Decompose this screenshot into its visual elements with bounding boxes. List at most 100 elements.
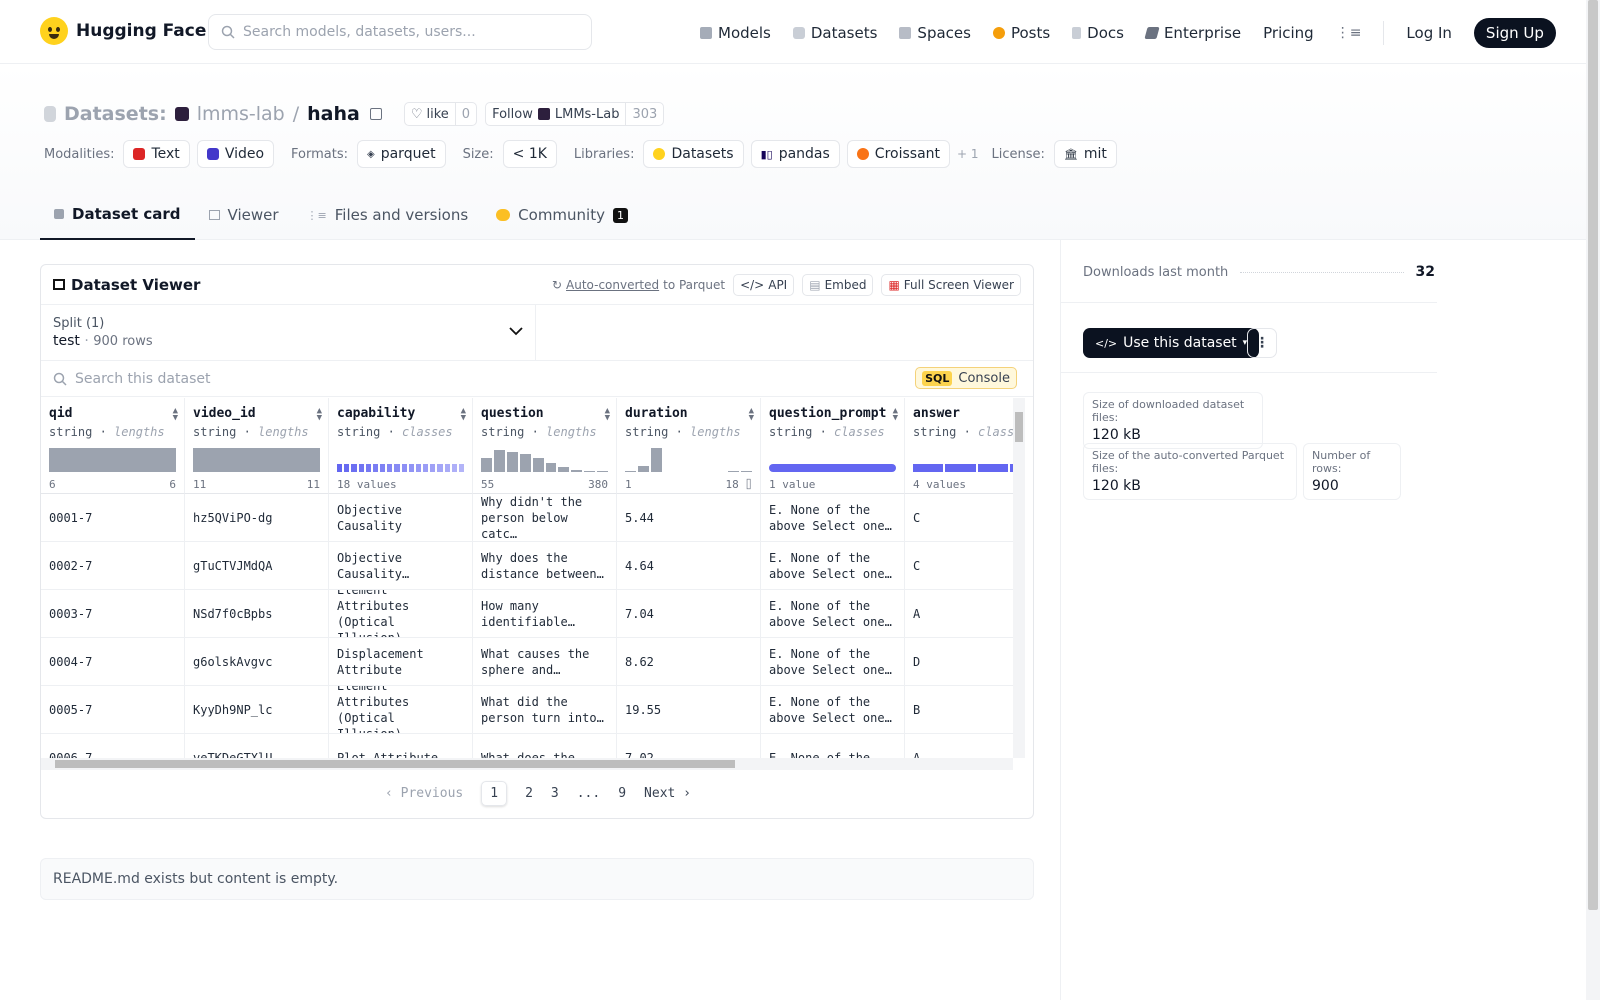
table-cell[interactable]: 8.62 xyxy=(617,638,761,686)
tag-text[interactable]: Text xyxy=(123,140,190,168)
page-1-button[interactable]: 1 xyxy=(481,780,508,806)
nav-enterprise[interactable]: Enterprise xyxy=(1144,24,1241,42)
table-cell[interactable]: B xyxy=(905,686,1013,734)
brand-logo[interactable]: Hugging Face xyxy=(40,17,206,45)
table-cell[interactable]: KyyDh9NP_lc xyxy=(185,686,329,734)
libraries-more[interactable]: + 1 xyxy=(957,147,979,161)
nav-posts[interactable]: Posts xyxy=(992,24,1050,42)
sort-icon[interactable]: ▲ ▼ xyxy=(316,406,322,423)
tag-croissant[interactable]: Croissant xyxy=(846,140,951,168)
page-scrollbar[interactable] xyxy=(1586,0,1600,1000)
menu-icon[interactable]: ⋮≡ xyxy=(1335,25,1362,41)
tab-viewer[interactable]: Viewer xyxy=(195,190,293,240)
datasets-section-link[interactable]: Datasets: xyxy=(64,103,167,125)
nav-spaces[interactable]: Spaces xyxy=(899,24,971,42)
column-header-question[interactable]: question string · lengths 55 380 ▲ ▼ xyxy=(473,398,617,494)
table-cell[interactable]: 0004-7 xyxy=(41,638,185,686)
table-cell[interactable]: What did the person turn into… xyxy=(473,686,617,734)
tag-pandas[interactable]: ▮▯ pandas xyxy=(750,140,840,168)
login-link[interactable]: Log In xyxy=(1406,24,1452,42)
sql-console-button[interactable]: SQL Console xyxy=(915,367,1017,389)
table-cell[interactable]: E. None of the above Select one… xyxy=(761,686,905,734)
nav-datasets[interactable]: Datasets xyxy=(792,24,877,42)
sort-icon[interactable]: ▲ ▼ xyxy=(748,406,754,423)
table-cell[interactable]: E. None of the above Select one… xyxy=(761,590,905,638)
global-search-input[interactable] xyxy=(243,24,573,40)
copy-icon[interactable] xyxy=(369,108,382,120)
table-cell[interactable]: NSd7f0cBpbs xyxy=(185,590,329,638)
page-9-button[interactable]: 9 xyxy=(618,785,627,801)
auto-converted-link[interactable]: Auto-converted xyxy=(566,277,660,292)
dataset-owner[interactable]: lmms-lab xyxy=(196,103,285,125)
table-cell[interactable]: gTuCTVJMdQA xyxy=(185,542,329,590)
dataset-name[interactable]: haha xyxy=(307,103,360,125)
table-cell[interactable]: hz5QViPO-dg xyxy=(185,494,329,542)
table-cell[interactable]: 7.04 xyxy=(617,590,761,638)
tag-license[interactable]: 🏛 mit xyxy=(1053,140,1117,168)
column-header-qid[interactable]: qid string · lengths 6 6 ▲ ▼ xyxy=(41,398,185,494)
table-cell[interactable]: 5.44 xyxy=(617,494,761,542)
tag-datasets[interactable]: Datasets xyxy=(643,140,744,168)
page-3-button[interactable]: 3 xyxy=(550,785,559,801)
split-selector[interactable]: Split (1) test · 900 rows xyxy=(41,305,536,360)
table-cell[interactable]: C xyxy=(905,494,1013,542)
page-scroll-thumb[interactable] xyxy=(1588,0,1598,910)
sort-icon[interactable]: ▲ ▼ xyxy=(892,406,898,423)
table-cell[interactable]: 0001-7 xyxy=(41,494,185,542)
table-cell[interactable]: 4.64 xyxy=(617,542,761,590)
fullscreen-button[interactable]: ▦ Full Screen Viewer xyxy=(881,273,1021,296)
table-horizontal-scrollbar[interactable] xyxy=(41,758,1013,770)
embed-button[interactable]: ▤ Embed xyxy=(802,273,874,296)
table-cell[interactable]: What causes the sphere and… xyxy=(473,638,617,686)
nav-docs[interactable]: Docs xyxy=(1072,24,1124,42)
sort-icon[interactable]: ▲ ▼ xyxy=(460,406,466,423)
table-cell[interactable]: 0005-7 xyxy=(41,686,185,734)
table-cell[interactable]: Element Attributes (Optical Illusion) xyxy=(329,686,473,734)
global-search[interactable] xyxy=(208,14,592,50)
table-cell[interactable]: How many identifiable… xyxy=(473,590,617,638)
table-cell[interactable]: Plot Attribute xyxy=(329,734,473,758)
tag-size[interactable]: < 1K xyxy=(502,140,557,168)
table-cell[interactable]: A xyxy=(905,734,1013,759)
follow-button[interactable]: Follow LMMs-Lab 303 xyxy=(485,102,665,126)
like-button[interactable]: ♡ like 0 xyxy=(403,102,478,126)
table-cell[interactable]: What does the xyxy=(473,734,617,758)
api-button[interactable]: </> API xyxy=(733,273,795,296)
vscroll-thumb[interactable] xyxy=(1015,412,1023,442)
table-cell[interactable]: D xyxy=(905,638,1013,686)
column-header-duration[interactable]: duration string · lengths 1 18 ⌷ ▲ ▼ xyxy=(617,398,761,494)
table-cell[interactable]: E. None of the above Select one… xyxy=(761,638,905,686)
table-cell[interactable]: E. None of the above Select one… xyxy=(761,494,905,542)
table-cell[interactable]: Displacement Attribute xyxy=(329,638,473,686)
sort-icon[interactable]: ▲ ▼ xyxy=(172,406,178,423)
tab-community[interactable]: Community 1 xyxy=(482,190,642,240)
prev-page-button[interactable]: ‹ Previous xyxy=(384,785,464,801)
tab-dataset-card[interactable]: Dataset card xyxy=(40,190,195,240)
hscroll-thumb[interactable] xyxy=(55,760,735,768)
table-cell[interactable]: Objective Causality… xyxy=(329,542,473,590)
tag-video[interactable]: Video xyxy=(196,140,275,168)
table-cell[interactable]: Element Attributes (Optical Illusion) xyxy=(329,590,473,638)
page-2-button[interactable]: 2 xyxy=(525,785,533,801)
nav-models[interactable]: Models xyxy=(700,24,771,42)
next-page-button[interactable]: Next › xyxy=(644,785,692,801)
table-cell[interactable]: 0002-7 xyxy=(41,542,185,590)
table-cell[interactable]: A xyxy=(905,590,1013,638)
table-cell[interactable]: veTKDeGTXlU xyxy=(185,734,329,758)
more-options-button[interactable]: ⋮ xyxy=(1247,328,1277,358)
column-header-video-id[interactable]: video_id string · lengths 11 11 ▲ ▼ xyxy=(185,398,329,494)
nav-pricing[interactable]: Pricing xyxy=(1263,24,1314,42)
table-cell[interactable]: Objective Causality xyxy=(329,494,473,542)
table-vertical-scrollbar[interactable] xyxy=(1013,398,1025,758)
table-cell[interactable]: 0003-7 xyxy=(41,590,185,638)
dataset-search-input[interactable] xyxy=(75,370,675,387)
tab-files[interactable]: ⋮≡ Files and versions xyxy=(293,190,483,240)
table-cell[interactable]: 19.55 xyxy=(617,686,761,734)
column-header-question-prompt[interactable]: question_prompt string · classes 1 value ▲ ▼ xyxy=(761,398,905,494)
sort-icon[interactable]: ▲ ▼ xyxy=(604,406,610,423)
table-cell[interactable]: Why didn't the person below catc… xyxy=(473,494,617,542)
table-cell[interactable]: E. None of the xyxy=(761,734,905,758)
signup-button[interactable]: Sign Up xyxy=(1473,18,1556,48)
column-header-capability[interactable]: capability string · classes 18 values ▲ ▼ xyxy=(329,398,473,494)
